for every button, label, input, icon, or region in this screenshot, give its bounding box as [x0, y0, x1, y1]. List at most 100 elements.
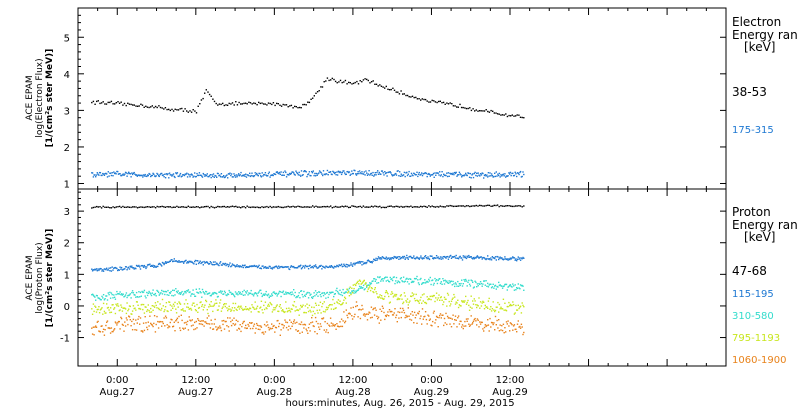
point-proton-795-1193	[168, 301, 171, 303]
point-proton-1060-1900	[135, 329, 138, 331]
point-proton-115-195	[332, 266, 334, 269]
point-proton-310-580	[479, 281, 482, 283]
point-proton-115-195	[446, 255, 449, 258]
point-proton-310-580	[178, 293, 180, 295]
electron-ytick-label: 5	[64, 33, 70, 44]
point-proton-115-195	[384, 257, 386, 260]
point-proton-115-195	[256, 266, 259, 269]
point-electron-175-315	[241, 175, 243, 177]
point-proton-310-580	[249, 292, 251, 295]
point-proton-1060-1900	[392, 314, 395, 316]
point-electron-175-315	[136, 175, 138, 177]
point-electron-175-315	[352, 172, 354, 175]
point-proton-795-1193	[402, 302, 404, 305]
point-proton-795-1193	[347, 290, 350, 293]
point-electron-38-53	[498, 113, 500, 115]
point-proton-115-195	[423, 257, 425, 260]
point-proton-310-580	[350, 292, 352, 294]
point-electron-175-315	[372, 171, 374, 174]
point-proton-47-68	[423, 205, 425, 207]
point-proton-115-195	[309, 264, 311, 267]
point-proton-115-195	[207, 262, 209, 264]
point-proton-47-68	[483, 205, 486, 207]
point-electron-38-53	[141, 104, 144, 106]
point-proton-115-195	[425, 257, 428, 259]
point-proton-795-1193	[170, 309, 172, 311]
point-proton-795-1193	[408, 301, 410, 304]
point-proton-115-195	[149, 263, 151, 265]
point-proton-795-1193	[216, 302, 218, 304]
point-proton-795-1193	[92, 303, 95, 305]
point-proton-1060-1900	[197, 318, 199, 320]
point-proton-1060-1900	[261, 332, 263, 334]
point-proton-115-195	[282, 266, 285, 269]
point-proton-795-1193	[388, 295, 390, 298]
point-proton-115-195	[145, 267, 147, 270]
point-electron-175-315	[270, 174, 272, 177]
point-proton-1060-1900	[477, 319, 479, 321]
point-proton-795-1193	[442, 303, 444, 306]
point-proton-310-580	[201, 296, 203, 298]
point-proton-115-195	[175, 260, 178, 262]
point-proton-115-195	[224, 262, 226, 265]
point-proton-310-580	[212, 292, 214, 294]
point-proton-115-195	[483, 257, 486, 259]
point-proton-47-68	[313, 206, 315, 208]
point-proton-115-195	[194, 259, 197, 262]
point-proton-1060-1900	[255, 327, 257, 330]
point-proton-310-580	[261, 295, 263, 298]
point-electron-175-315	[318, 170, 321, 172]
point-proton-795-1193	[297, 309, 300, 312]
point-electron-175-315	[123, 174, 125, 176]
point-proton-47-68	[223, 205, 225, 208]
point-electron-175-315	[347, 171, 350, 174]
point-proton-310-580	[421, 283, 423, 285]
point-proton-47-68	[153, 206, 155, 208]
point-electron-38-53	[100, 102, 103, 104]
point-proton-310-580	[465, 280, 468, 282]
point-proton-1060-1900	[139, 323, 141, 325]
point-proton-795-1193	[354, 283, 356, 286]
point-proton-795-1193	[425, 302, 428, 305]
point-proton-115-195	[120, 268, 122, 270]
point-proton-47-68	[421, 206, 423, 208]
point-proton-310-580	[430, 283, 432, 286]
point-proton-310-580	[119, 291, 121, 293]
point-electron-38-53	[469, 107, 471, 109]
point-proton-1060-1900	[296, 321, 298, 324]
point-electron-38-53	[364, 78, 366, 80]
point-electron-38-53	[146, 106, 149, 108]
point-proton-1060-1900	[206, 317, 208, 319]
point-proton-795-1193	[475, 304, 477, 306]
point-proton-1060-1900	[135, 319, 137, 321]
point-proton-115-195	[336, 265, 339, 267]
point-proton-795-1193	[257, 311, 259, 313]
point-proton-795-1193	[439, 296, 442, 299]
point-proton-47-68	[331, 207, 333, 209]
point-proton-795-1193	[471, 307, 473, 309]
point-proton-795-1193	[376, 293, 378, 295]
point-proton-310-580	[122, 293, 124, 295]
point-electron-175-315	[280, 171, 282, 173]
point-electron-175-315	[170, 174, 172, 176]
point-proton-310-580	[250, 289, 252, 292]
point-proton-115-195	[195, 263, 197, 265]
point-electron-38-53	[179, 108, 181, 110]
point-electron-175-315	[373, 174, 376, 176]
point-proton-795-1193	[501, 308, 504, 310]
point-proton-310-580	[304, 295, 307, 297]
point-proton-1060-1900	[137, 318, 139, 320]
point-proton-115-195	[494, 257, 496, 260]
point-proton-1060-1900	[164, 315, 167, 317]
point-proton-47-68	[118, 205, 121, 208]
point-proton-47-68	[181, 206, 183, 208]
point-proton-1060-1900	[194, 328, 197, 330]
point-proton-795-1193	[314, 312, 316, 315]
point-electron-38-53	[402, 93, 404, 95]
point-proton-115-195	[186, 261, 189, 263]
point-proton-115-195	[477, 256, 479, 258]
point-proton-115-195	[287, 266, 289, 268]
point-electron-175-315	[283, 174, 285, 176]
point-electron-38-53	[302, 103, 304, 106]
point-electron-175-315	[168, 172, 171, 174]
